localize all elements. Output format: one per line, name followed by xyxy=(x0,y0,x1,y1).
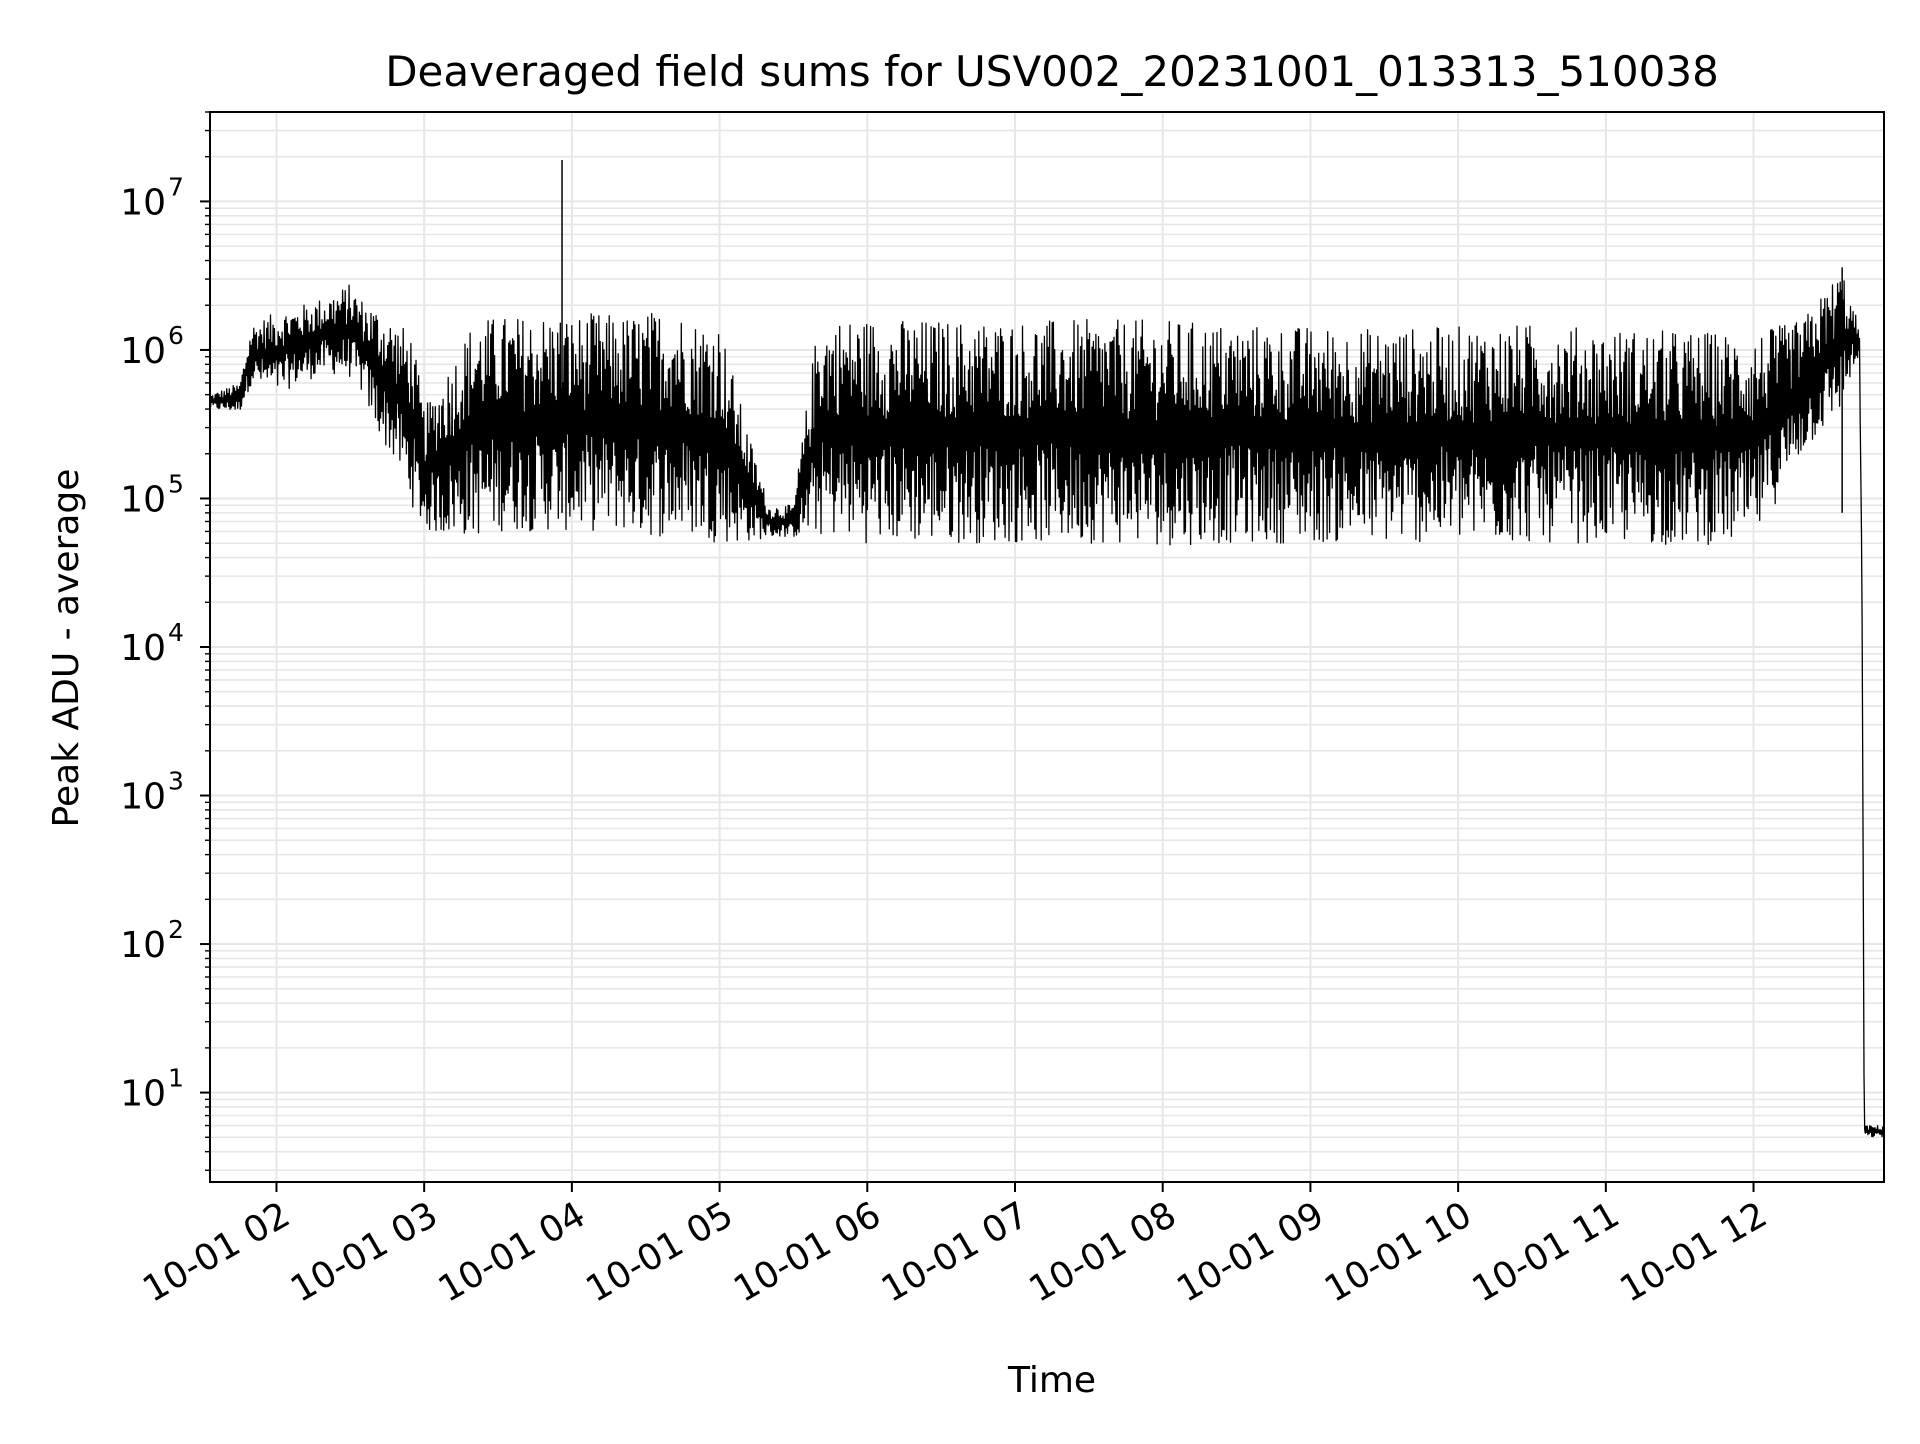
y-tick-label: 10 xyxy=(120,182,166,223)
series-line xyxy=(209,280,1885,1138)
y-tick-label: 10 xyxy=(120,628,166,669)
y-tick-label: 10 xyxy=(120,1074,166,1115)
y-tick-label-exponent: 5 xyxy=(168,469,184,498)
y-tick-label-exponent: 1 xyxy=(168,1064,184,1093)
y-tick-label: 10 xyxy=(120,479,166,520)
data-layer xyxy=(209,160,1885,1138)
chart-title: Deaveraged field sums for USV002_2023100… xyxy=(385,47,1719,96)
y-tick-label-exponent: 6 xyxy=(168,321,184,350)
y-tick-label: 10 xyxy=(120,925,166,966)
y-tick-label-exponent: 2 xyxy=(168,915,184,944)
grid-layer xyxy=(210,111,1884,1182)
x-axis-label: Time xyxy=(1007,1360,1096,1401)
y-tick-label-exponent: 4 xyxy=(168,618,184,647)
y-tick-label: 10 xyxy=(120,777,166,818)
y-tick-label-exponent: 3 xyxy=(168,767,184,796)
y-tick-label: 10 xyxy=(120,331,166,372)
y-axis-label: Peak ADU - average xyxy=(46,469,87,828)
y-tick-label-exponent: 7 xyxy=(168,172,184,201)
